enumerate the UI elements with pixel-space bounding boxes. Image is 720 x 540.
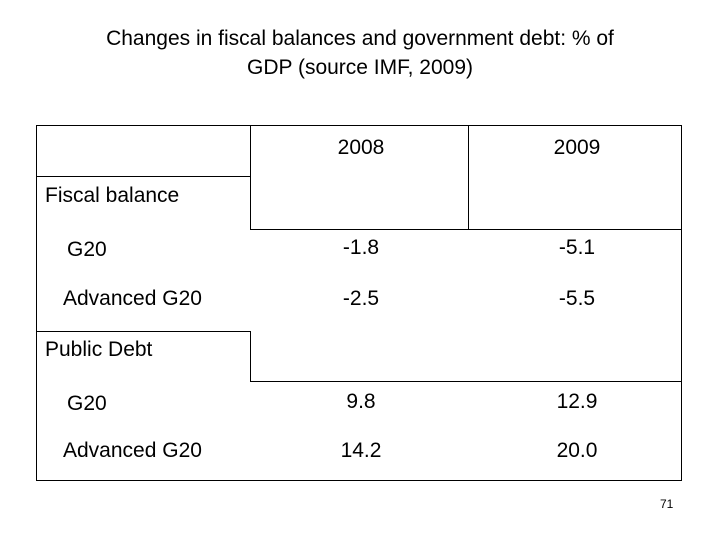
table-cell: -2.5: [342, 287, 380, 310]
row-label: Advanced G20: [63, 439, 202, 462]
slide-title-line-2: GDP (source IMF, 2009): [246, 56, 474, 79]
data-table: 2008 2009 Fiscal balance G20 -1.8 -5.1 A…: [36, 125, 682, 481]
slide-title: Changes in fiscal balances and governmen…: [40, 24, 680, 82]
table-cell: 20.0: [556, 439, 598, 462]
slide-title-line-1: Changes in fiscal balances and governmen…: [106, 27, 614, 50]
table-divider: [250, 229, 681, 230]
table-cell: -1.8: [342, 236, 380, 259]
table-divider: [37, 176, 250, 177]
table-divider: [250, 126, 251, 229]
row-label: G20: [67, 392, 107, 415]
table-divider: [250, 381, 681, 382]
column-header-2008: 2008: [337, 136, 385, 159]
section-heading-public-debt: Public Debt: [45, 338, 153, 361]
row-label: G20: [67, 238, 107, 261]
column-header-2009: 2009: [553, 136, 601, 159]
page-number: 71: [660, 497, 674, 511]
table-cell: 9.8: [346, 390, 376, 413]
row-label: Advanced G20: [63, 287, 202, 310]
table-cell: -5.1: [558, 236, 596, 259]
table-cell: -5.5: [558, 287, 596, 310]
table-divider: [468, 126, 469, 229]
table-cell: 12.9: [556, 390, 598, 413]
table-cell: 14.2: [340, 439, 382, 462]
table-divider: [250, 331, 251, 381]
section-heading-fiscal-balance: Fiscal balance: [45, 184, 180, 207]
table-divider: [37, 331, 250, 332]
